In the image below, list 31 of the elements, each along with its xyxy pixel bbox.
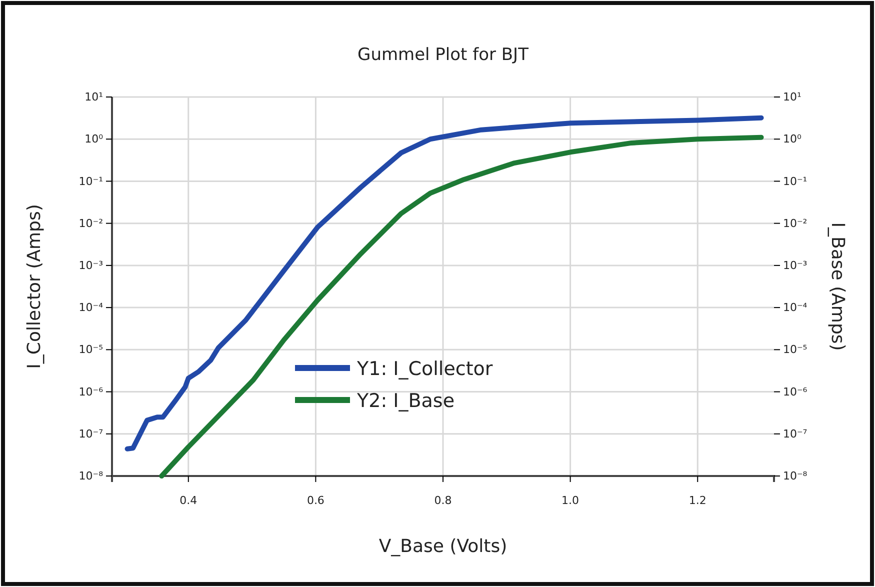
y-tick-label: 10⁻⁵: [78, 343, 103, 356]
text: 10⁻⁴: [783, 301, 808, 314]
y-axis-title: I_Collector (Amps): [24, 204, 45, 369]
text: 10⁻¹: [783, 174, 808, 188]
x-tick-label: 0.6: [306, 494, 324, 507]
x-tick-label: 0.8: [434, 494, 452, 507]
y2-axis-title: I_Base (Amps): [827, 222, 848, 351]
y-tick-label: 10¹: [84, 90, 103, 104]
text: 10¹: [783, 90, 802, 104]
legend-label: Y2: I_Base: [356, 390, 455, 412]
text: 10⁻²: [783, 216, 808, 230]
text: 10⁻⁷: [783, 427, 808, 440]
x-tick-label: 0.4: [180, 494, 198, 507]
y-tick-label: 10⁻⁸: [78, 470, 104, 483]
y-tick-label: 10⁻³: [78, 258, 103, 272]
x-tick-label: 1.2: [688, 494, 706, 507]
text: 10⁻⁵: [783, 343, 808, 356]
y-tick-label: 10⁻⁴: [78, 301, 104, 314]
y-tick-label: 10⁻¹: [78, 174, 103, 188]
x-axis-title: V_Base (Volts): [378, 536, 508, 557]
y-tick-label: 10⁻²: [78, 216, 103, 230]
chart-title: Gummel Plot for BJT: [358, 45, 530, 65]
text: 10⁻⁸: [783, 470, 808, 483]
y-tick-label: 10⁻⁷: [78, 427, 103, 440]
y-tick-label: 10⁰: [84, 132, 104, 146]
legend-label: Y1: I_Collector: [356, 358, 493, 380]
text: 10⁻³: [783, 258, 808, 272]
text: 10⁰: [783, 132, 802, 146]
y-tick-label: 10⁻⁶: [78, 385, 104, 398]
text: 10⁻⁶: [783, 385, 808, 398]
x-tick-label: 1.0: [562, 494, 580, 507]
